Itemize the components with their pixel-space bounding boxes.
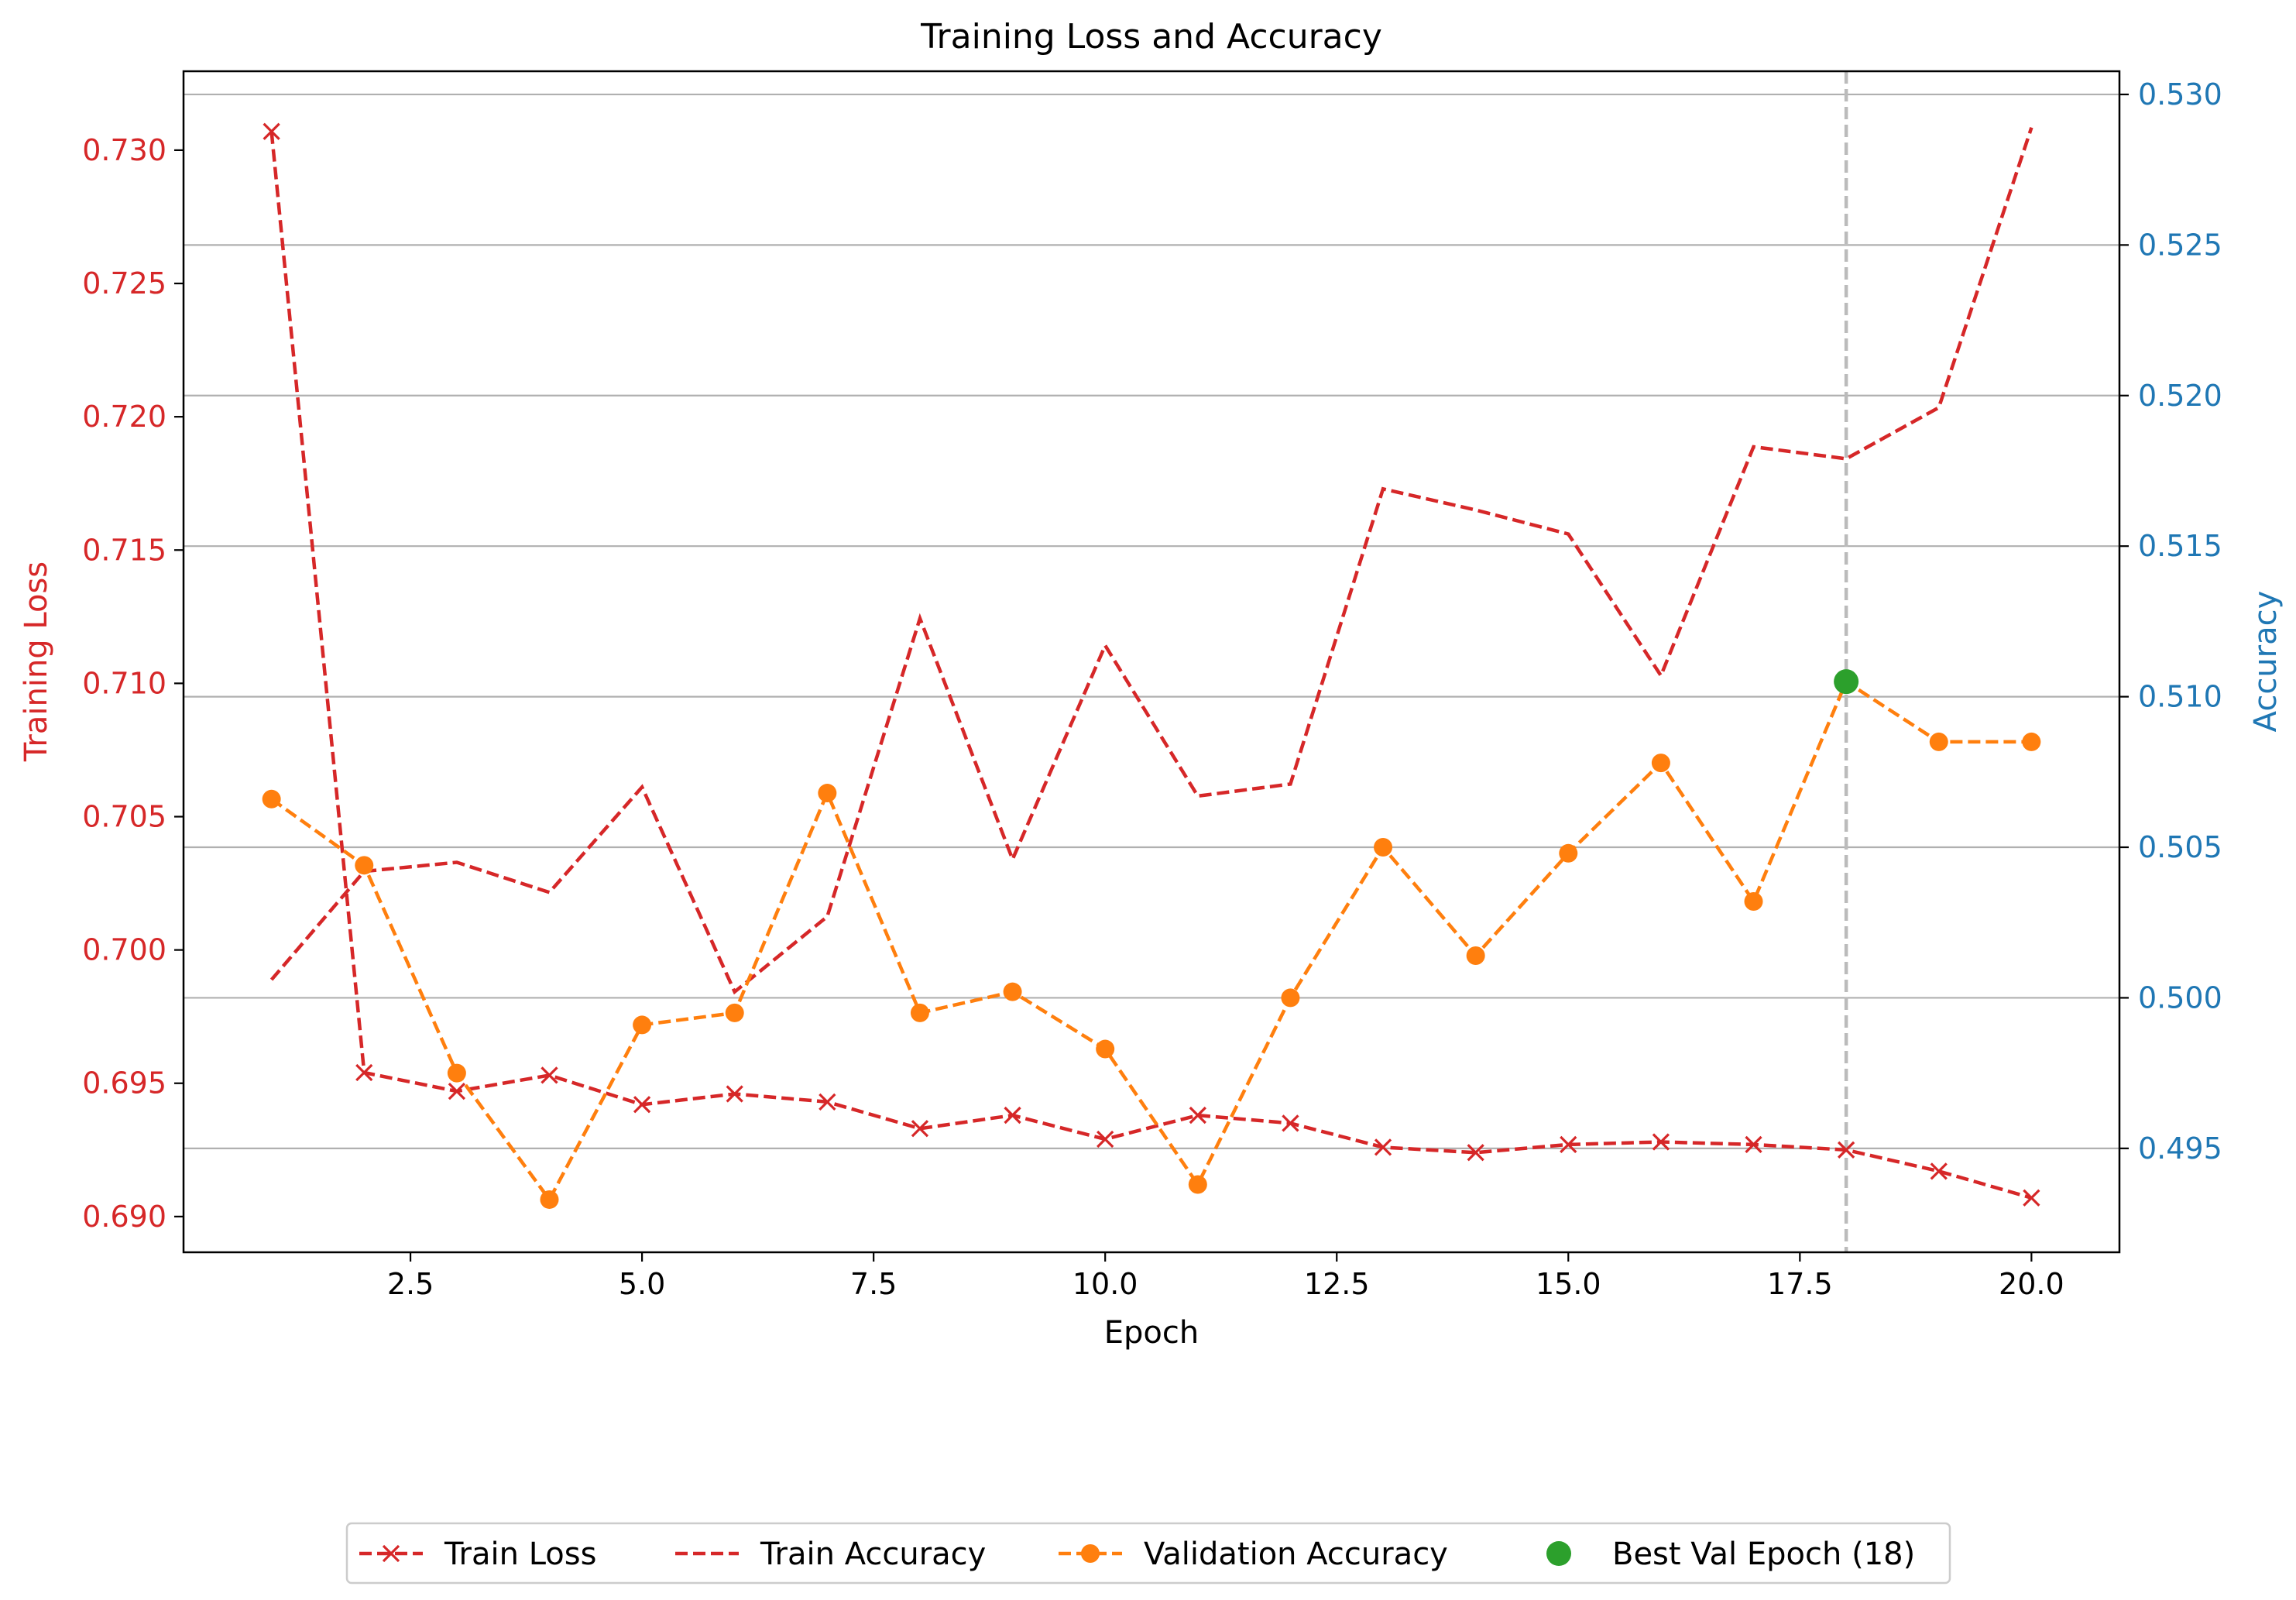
y-left-tick-label: 0.700 [82, 933, 166, 967]
x-marker [448, 1082, 466, 1100]
y-axis-left: 0.690 0.695 0.700 0.705 0.710 0.715 0.720 0.725… [82, 133, 184, 1234]
y-left-tick-label: 0.720 [82, 400, 166, 434]
x-marker [355, 1063, 373, 1082]
x-marker [911, 1120, 929, 1138]
legend-label: Train Loss [444, 1536, 596, 1572]
x-tick-label: 7.5 [850, 1267, 897, 1301]
x-marker [1652, 1133, 1670, 1151]
data-point [725, 1003, 744, 1022]
y-left-tick-label: 0.715 [82, 533, 166, 567]
legend-marker [1081, 1544, 1100, 1563]
x-marker [1374, 1138, 1392, 1156]
y-right-tick-label: 0.525 [2138, 228, 2222, 262]
legend-marker [1546, 1541, 1571, 1566]
data-point [1374, 838, 1393, 857]
x-marker [263, 122, 280, 140]
y-right-tick-label: 0.510 [2138, 680, 2222, 714]
legend-label: Best Val Epoch (18) [1612, 1536, 1915, 1572]
x-axis-label: Epoch [1104, 1315, 1199, 1351]
x-marker [1004, 1106, 1021, 1124]
legend-entry: Train Loss [359, 1536, 596, 1572]
series-validation-accuracy [262, 672, 2041, 1209]
x-marker [1097, 1130, 1114, 1148]
y-left-tick-label: 0.725 [82, 266, 166, 300]
data-point [1651, 754, 1670, 773]
y-left-tick-label: 0.710 [82, 666, 166, 700]
x-marker [1837, 1141, 1855, 1159]
y-left-tick-label: 0.690 [82, 1200, 166, 1234]
data-point [1744, 892, 1763, 912]
data-point [910, 1003, 929, 1022]
y-right-tick-label: 0.515 [2138, 529, 2222, 563]
legend-frame [345, 1522, 1951, 1585]
y-left-tick-label: 0.730 [82, 133, 166, 167]
x-marker [1282, 1114, 1299, 1132]
data-point [1281, 988, 1300, 1008]
best-val-marker [1834, 669, 1859, 695]
y-right-tick-label: 0.495 [2138, 1131, 2222, 1166]
data-point [355, 856, 374, 875]
chart-title: Training Loss and Accuracy [920, 17, 1382, 57]
x-marker [2023, 1189, 2040, 1207]
x-marker [382, 1544, 400, 1563]
legend-label: Validation Accuracy [1144, 1536, 1448, 1572]
series-line [269, 126, 2033, 995]
y-right-tick-label: 0.500 [2138, 980, 2222, 1015]
data-point [1466, 946, 1485, 966]
legend-entry: Validation Accuracy [1059, 1536, 1448, 1572]
x-tick-label: 2.5 [387, 1267, 434, 1301]
x-marker [1189, 1106, 1206, 1124]
legend: Train Loss Train Accuracy Validation Accur… [345, 1522, 1951, 1585]
data-point [540, 1190, 559, 1209]
series-layer [262, 122, 2041, 1209]
x-marker [1560, 1135, 1577, 1154]
x-tick-label: 15.0 [1536, 1267, 1601, 1301]
x-marker [819, 1093, 836, 1111]
legend-entry: Train Accuracy [675, 1536, 986, 1572]
x-marker [726, 1085, 743, 1103]
series-line [269, 131, 2033, 1200]
y-axis-label-right: Accuracy [2248, 591, 2284, 733]
data-point [1096, 1039, 1115, 1059]
data-point [2022, 732, 2041, 751]
series-train-loss [263, 122, 2040, 1207]
legend-label: Train Accuracy [760, 1536, 986, 1572]
x-marker [1745, 1135, 1762, 1154]
y-axis-label-left: Training Loss [19, 561, 54, 762]
series-train-accuracy [269, 126, 2033, 995]
data-point [1559, 843, 1578, 863]
data-point [262, 789, 281, 809]
data-point [633, 1015, 652, 1035]
x-marker [541, 1066, 558, 1084]
x-tick-label: 5.0 [619, 1267, 665, 1301]
data-point [1003, 982, 1022, 1001]
y-right-tick-label: 0.520 [2138, 379, 2222, 413]
data-point [447, 1063, 466, 1083]
y-axis-right: 0.495 0.500 0.505 0.510 0.515 0.520 0.525 0.530 [2119, 77, 2222, 1166]
x-tick-label: 12.5 [1304, 1267, 1370, 1301]
y-right-tick-label: 0.505 [2138, 830, 2222, 864]
data-point [818, 784, 837, 803]
x-tick-label: 17.5 [1767, 1267, 1833, 1301]
x-tick-label: 20.0 [1999, 1267, 2064, 1301]
y-left-tick-label: 0.705 [82, 800, 166, 834]
y-right-tick-label: 0.530 [2138, 77, 2222, 112]
y-left-tick-label: 0.695 [82, 1066, 166, 1100]
series-line [270, 678, 2032, 1203]
x-axis: 2.5 5.0 7.5 10.0 12.5 15.0 17.5 20.0 [387, 1252, 2064, 1301]
grid-layer [184, 93, 2119, 1149]
data-point [1188, 1175, 1207, 1194]
data-point [1929, 732, 1948, 751]
x-marker [1467, 1144, 1484, 1162]
legend-entry: Best Val Epoch (18) [1546, 1536, 1915, 1572]
x-marker [1930, 1162, 1948, 1180]
x-marker [633, 1096, 651, 1114]
x-tick-label: 10.0 [1072, 1267, 1138, 1301]
plot-frame [182, 70, 2121, 1254]
